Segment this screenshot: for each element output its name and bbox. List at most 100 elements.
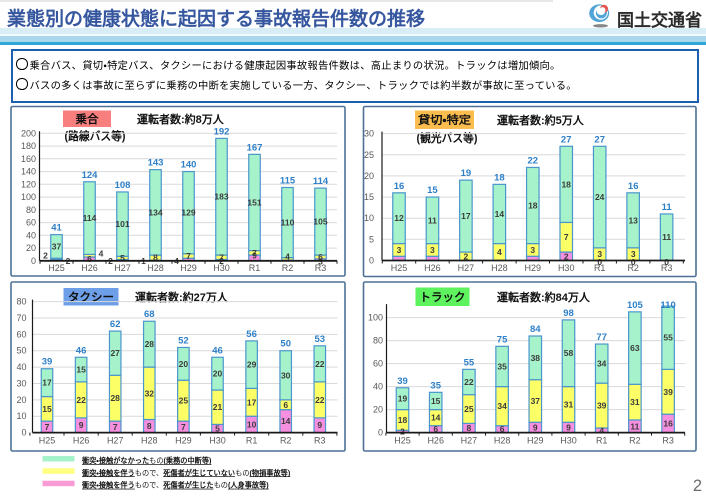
svg-text:H26: H26 [73,436,90,446]
svg-text:運転者数:約5万人: 運転者数:約5万人 [497,113,585,127]
svg-text:20: 20 [16,395,26,405]
svg-text:トラック: トラック [420,291,466,304]
svg-text:R1: R1 [246,436,258,446]
svg-text:151: 151 [247,198,261,208]
svg-text:9: 9 [566,422,571,432]
svg-text:37: 37 [531,396,541,406]
svg-text:H29: H29 [175,436,192,446]
svg-text:0: 0 [31,256,36,266]
svg-text:H26: H26 [424,263,441,273]
svg-text:R3: R3 [662,436,674,446]
svg-text:11: 11 [662,232,671,242]
svg-text:R2: R2 [627,263,639,273]
svg-text:60: 60 [373,359,383,369]
svg-text:18: 18 [561,179,571,189]
svg-text:H30: H30 [560,436,577,446]
svg-text:70: 70 [16,313,26,323]
svg-text:17: 17 [247,397,257,407]
svg-text:16: 16 [663,418,673,428]
svg-text:H25: H25 [48,263,65,273]
svg-text:H25: H25 [39,436,56,446]
svg-text:19: 19 [461,168,472,179]
svg-text:H28: H28 [147,263,164,273]
svg-text:R1: R1 [596,436,608,446]
svg-text:115: 115 [280,176,296,187]
svg-text:114: 114 [313,176,329,187]
svg-text:16: 16 [394,181,405,192]
svg-text:H29: H29 [525,263,542,273]
svg-text:40: 40 [373,382,383,392]
svg-text:2: 2 [400,427,405,437]
svg-text:8: 8 [147,421,152,431]
svg-text:6: 6 [433,424,438,434]
svg-text:60: 60 [26,218,36,228]
svg-text:100: 100 [21,192,36,202]
svg-text:R3: R3 [661,263,673,273]
svg-text:63: 63 [630,343,640,353]
svg-text:37: 37 [52,242,62,252]
svg-text:34: 34 [497,401,507,411]
svg-text:H28: H28 [494,436,511,446]
svg-text:20: 20 [179,359,189,369]
svg-text:40: 40 [16,362,26,372]
svg-text:(観光バス等): (観光バス等) [417,131,478,145]
svg-text:9: 9 [79,420,84,430]
svg-text:貸切・特定: 貸切・特定 [417,113,471,127]
svg-text:114: 114 [83,213,97,223]
svg-text:2: 2 [464,251,469,261]
svg-text:5: 5 [369,234,374,244]
svg-text:21: 21 [213,402,223,412]
svg-text:15: 15 [427,185,438,196]
svg-text:50: 50 [16,346,26,356]
svg-text:H25: H25 [391,263,408,273]
svg-text:H30: H30 [558,263,575,273]
svg-text:56: 56 [246,329,257,340]
svg-text:運転者数:約84万人: 運転者数:約84万人 [497,290,591,304]
svg-text:34: 34 [597,359,607,369]
svg-text:4: 4 [497,247,502,257]
svg-text:17: 17 [461,211,471,221]
svg-text:18: 18 [398,415,408,425]
svg-text:167: 167 [247,142,263,153]
svg-text:3: 3 [397,245,402,255]
svg-text:134: 134 [148,207,162,217]
svg-text:27: 27 [110,348,120,358]
svg-text:31: 31 [630,397,640,407]
svg-text:6: 6 [87,254,92,264]
svg-text:8: 8 [153,253,158,263]
svg-text:100: 100 [368,313,383,323]
svg-text:4: 4 [285,252,290,262]
svg-text:3: 3 [430,245,435,255]
svg-text:9: 9 [252,251,257,261]
svg-text:60: 60 [16,329,26,339]
svg-text:84: 84 [530,324,541,335]
svg-text:140: 140 [181,160,197,171]
svg-text:143: 143 [148,158,164,169]
svg-text:9: 9 [533,422,538,432]
svg-text:2: 2 [43,251,48,261]
svg-text:52: 52 [178,336,189,347]
svg-text:77: 77 [596,332,607,343]
svg-text:H25: H25 [394,436,411,446]
svg-text:110: 110 [660,300,675,311]
svg-text:27: 27 [594,134,605,145]
svg-text:6: 6 [318,252,323,262]
svg-text:19: 19 [398,394,408,404]
svg-text:25: 25 [179,396,189,406]
svg-text:9: 9 [317,420,322,430]
svg-text:55: 55 [663,333,673,343]
svg-text:30: 30 [16,379,26,389]
svg-text:4: 4 [599,425,604,435]
svg-text:40: 40 [26,230,36,240]
svg-text:15: 15 [431,396,441,406]
svg-text:80: 80 [26,205,36,215]
svg-text:3: 3 [530,245,535,255]
svg-text:31: 31 [564,399,574,409]
svg-text:タクシー: タクシー [68,290,114,304]
svg-text:5: 5 [120,253,125,263]
svg-text:0: 0 [631,257,636,267]
svg-text:46: 46 [76,345,87,356]
svg-text:160: 160 [21,154,36,164]
svg-text:運転者数:約8万人: 運転者数:約8万人 [137,112,225,126]
svg-text:22: 22 [315,395,325,405]
